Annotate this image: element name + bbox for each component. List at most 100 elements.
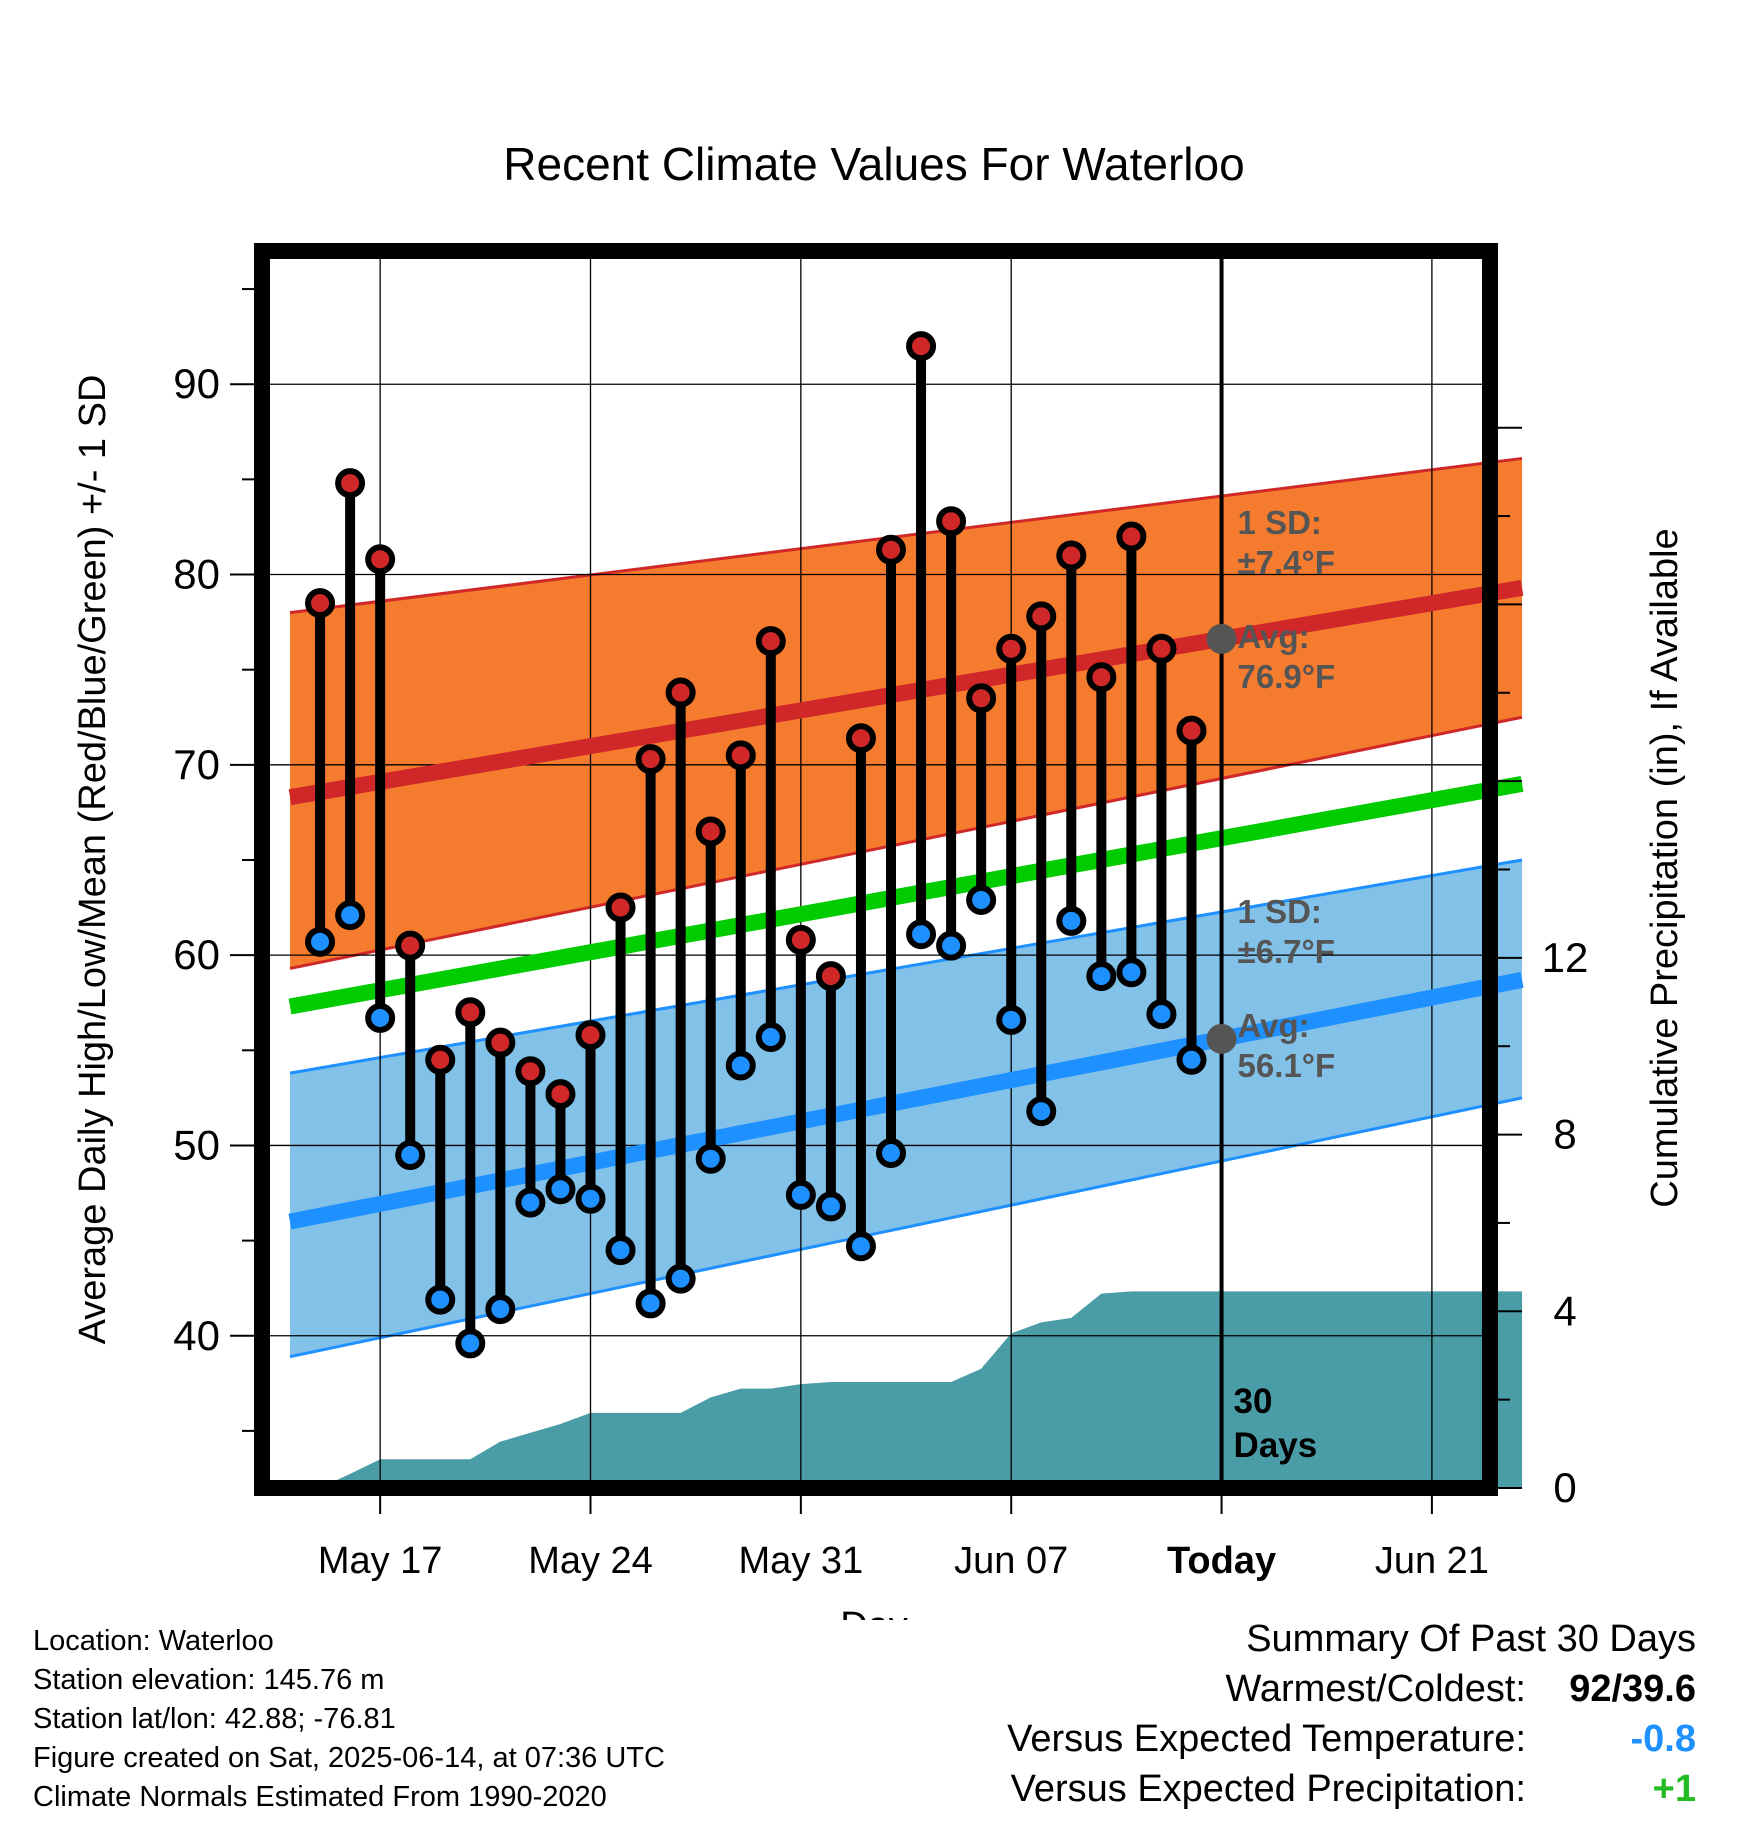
daily-high-point [936, 506, 967, 537]
daily-high-point [665, 677, 696, 708]
summary-title: Summary Of Past 30 Days [1007, 1618, 1696, 1668]
high-sd-band-upper-edge [289, 456, 1523, 615]
latlon-text: Station lat/lon: 42.88; -76.81 [33, 1703, 396, 1735]
summary-precipitation: Versus Expected Precipitation: +1 [1007, 1768, 1696, 1818]
x-tick-label: Jun 21 [1375, 1540, 1489, 1582]
y-tick-label: 70 [173, 741, 220, 788]
band-annotation: ±7.4°F [1238, 544, 1335, 581]
precip-label: Versus Expected Precipitation: [1010, 1768, 1526, 1810]
daily-high-point [755, 626, 786, 657]
daily-low-point [545, 1174, 576, 1205]
daily-high-point [966, 683, 997, 714]
daily-high-point [605, 892, 636, 923]
daily-low-point [485, 1294, 516, 1325]
daily-low-point [305, 926, 336, 957]
daily-low-point [785, 1179, 816, 1210]
summary-panel: Summary Of Past 30 Days Warmest/Coldest:… [1007, 1618, 1696, 1818]
daily-low-point [815, 1191, 846, 1222]
y-tick-label: 40 [173, 1312, 220, 1359]
warmest-coldest-value: 92/39.6 [1569, 1668, 1696, 1710]
y-axis-label: Average Daily High/Low/Mean (Red/Blue/Gr… [72, 375, 114, 1345]
daily-low-point [365, 1002, 396, 1033]
y2-tick-label: 0 [1553, 1464, 1576, 1511]
daily-high-point [785, 924, 816, 955]
daily-high-point [635, 744, 666, 775]
daily-high-point [455, 997, 486, 1028]
summary-title-text: Summary Of Past 30 Days [1246, 1618, 1696, 1660]
days-window-label: 30 [1234, 1382, 1273, 1421]
daily-high-point [1146, 633, 1177, 664]
daily-low-point [1116, 957, 1147, 988]
daily-high-point [1176, 715, 1207, 746]
daily-low-point [395, 1139, 426, 1170]
x-tick-label: Jun 07 [954, 1540, 1068, 1582]
temp-label: Versus Expected Temperature: [1007, 1718, 1526, 1760]
x-tick-label: May 17 [318, 1540, 443, 1582]
band-annotation: Avg: [1238, 618, 1310, 655]
daily-low-point [755, 1021, 786, 1052]
daily-low-point [906, 919, 937, 950]
daily-low-point [936, 930, 967, 961]
daily-low-point [665, 1263, 696, 1294]
daily-high-point [815, 961, 846, 992]
normals-text: Climate Normals Estimated From 1990-2020 [33, 1781, 607, 1813]
high-sd-band [290, 458, 1523, 969]
today-high-avg-marker [1206, 623, 1237, 654]
daily-high-point [305, 588, 336, 619]
daily-high-point [365, 544, 396, 575]
band-annotation: ±6.7°F [1238, 933, 1335, 970]
band-annotation: 1 SD: [1238, 893, 1322, 930]
daily-low-point [605, 1235, 636, 1266]
daily-high-point [876, 534, 906, 565]
daily-high-point [575, 1020, 606, 1051]
daily-low-point [1086, 961, 1117, 992]
daily-low-point [455, 1328, 486, 1359]
location-text: Location: Waterloo [33, 1625, 274, 1657]
low-avg-line [288, 972, 1524, 1230]
daily-low-point [1026, 1096, 1057, 1127]
daily-high-point [335, 468, 366, 499]
created-text: Figure created on Sat, 2025-06-14, at 07… [33, 1742, 665, 1774]
daily-low-point [425, 1284, 456, 1315]
daily-high-point [845, 723, 876, 754]
chart-title: Recent Climate Values For Waterloo [503, 138, 1244, 190]
daily-high-point [515, 1056, 546, 1087]
daily-low-point [1056, 905, 1087, 936]
temp-value: -0.8 [1630, 1718, 1696, 1760]
summary-warmest-coldest: Warmest/Coldest: 92/39.6 [1007, 1668, 1696, 1718]
daily-high-point [725, 740, 756, 771]
y2-tick-label: 12 [1542, 934, 1589, 981]
daily-high-point [906, 331, 937, 362]
y-tick-label: 60 [173, 931, 220, 978]
daily-high-point [1026, 601, 1057, 632]
days-window-label: Days [1234, 1426, 1318, 1465]
elevation-text: Station elevation: 145.76 m [33, 1664, 385, 1696]
y2-tick-label: 8 [1553, 1111, 1576, 1158]
daily-low-point [845, 1231, 876, 1262]
daily-low-point [635, 1288, 666, 1319]
daily-low-point [1146, 999, 1177, 1030]
daily-low-point [876, 1138, 906, 1169]
band-annotation: 56.1°F [1238, 1047, 1336, 1084]
daily-low-point [335, 900, 366, 931]
daily-low-point [725, 1050, 756, 1081]
daily-high-point [395, 930, 426, 961]
warmest-coldest-label: Warmest/Coldest: [1225, 1668, 1526, 1710]
daily-low-point [996, 1004, 1027, 1035]
high-sd-band-lower-edge [289, 715, 1523, 970]
band-annotation: Avg: [1238, 1007, 1310, 1044]
band-annotation: 1 SD: [1238, 504, 1322, 541]
today-low-avg-marker [1206, 1023, 1237, 1054]
daily-high-point [1116, 521, 1147, 552]
y2-tick-label: 4 [1553, 1287, 1576, 1334]
daily-low-point [515, 1187, 546, 1218]
y-tick-label: 90 [173, 360, 220, 407]
daily-high-point [695, 816, 726, 847]
daily-low-point [966, 884, 997, 915]
daily-high-point [485, 1027, 516, 1058]
mean-avg-line [288, 775, 1524, 1015]
daily-high-point [1086, 662, 1117, 693]
daily-low-point [575, 1183, 606, 1214]
high-avg-line [288, 579, 1524, 806]
